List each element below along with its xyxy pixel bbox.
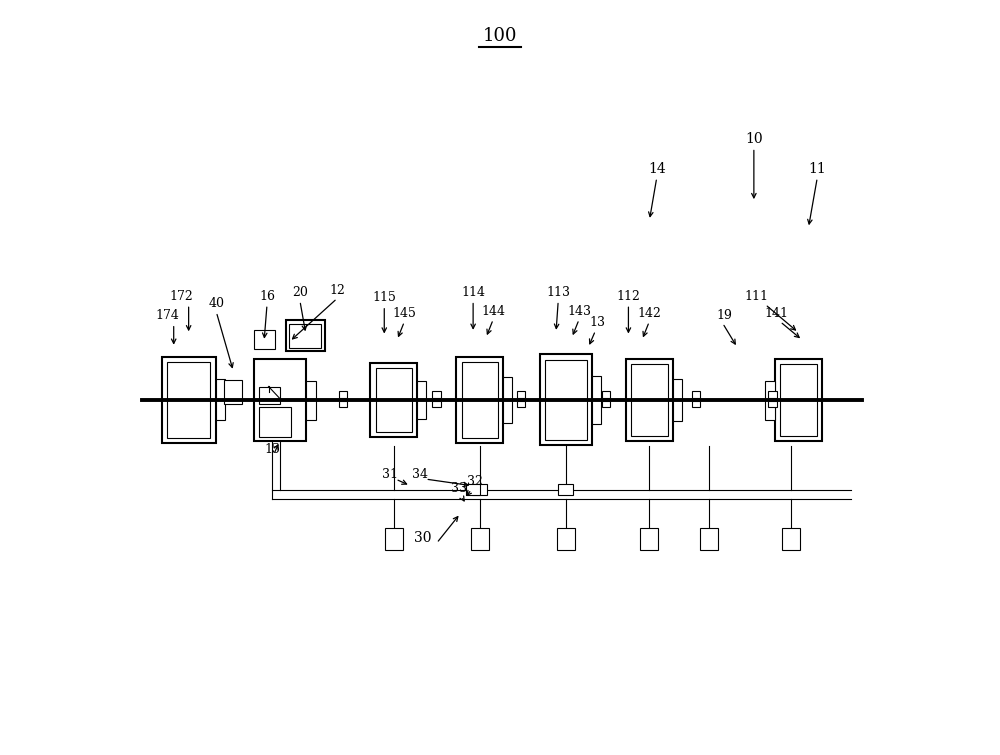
Bar <box>216 379 225 421</box>
Bar <box>517 401 525 408</box>
Text: 145: 145 <box>392 307 416 320</box>
Bar <box>339 391 347 398</box>
Bar <box>462 362 498 438</box>
Bar <box>417 381 426 418</box>
Text: 141: 141 <box>764 307 788 320</box>
Bar <box>640 528 658 550</box>
Bar <box>592 376 601 424</box>
Text: 34: 34 <box>412 467 428 480</box>
Bar <box>692 391 700 398</box>
Bar <box>289 324 321 348</box>
Text: 19: 19 <box>716 309 732 322</box>
Text: 174: 174 <box>155 310 179 322</box>
Bar <box>631 364 668 436</box>
Bar <box>602 391 610 398</box>
Text: 12: 12 <box>329 284 345 297</box>
Bar <box>432 401 441 408</box>
Bar <box>768 401 777 408</box>
Text: 15: 15 <box>264 443 280 456</box>
Bar <box>626 359 673 441</box>
Text: 31: 31 <box>382 467 398 480</box>
Bar <box>254 331 275 349</box>
Text: 30: 30 <box>414 532 432 546</box>
Text: 114: 114 <box>461 286 485 299</box>
Text: 113: 113 <box>546 286 570 299</box>
Bar <box>306 381 316 420</box>
Bar <box>517 391 525 398</box>
Bar <box>782 528 800 550</box>
Bar <box>224 380 242 404</box>
Bar <box>432 391 441 398</box>
Bar <box>385 528 403 550</box>
Bar <box>540 354 592 445</box>
Bar <box>557 528 575 550</box>
Bar <box>259 408 291 437</box>
Bar <box>472 483 487 495</box>
Text: 14: 14 <box>648 162 666 176</box>
Bar <box>286 320 325 351</box>
Text: 100: 100 <box>483 27 517 45</box>
Text: 20: 20 <box>292 286 308 299</box>
Bar <box>768 391 777 398</box>
Bar <box>162 357 216 443</box>
Bar <box>602 401 610 408</box>
Text: 111: 111 <box>744 290 768 303</box>
Text: 32: 32 <box>467 475 483 488</box>
Text: 11: 11 <box>808 162 826 176</box>
Text: 142: 142 <box>637 307 661 320</box>
Bar <box>692 401 700 408</box>
Bar <box>503 377 512 423</box>
Bar <box>780 364 817 436</box>
Bar <box>376 368 412 432</box>
Bar <box>545 359 587 440</box>
Text: 144: 144 <box>481 305 505 318</box>
Text: 10: 10 <box>745 132 763 146</box>
Text: 143: 143 <box>567 305 591 318</box>
Text: 112: 112 <box>616 290 640 303</box>
Text: 13: 13 <box>589 316 605 329</box>
Text: 33: 33 <box>451 482 467 495</box>
Bar <box>339 401 347 408</box>
Bar <box>558 483 573 495</box>
Bar <box>466 484 480 495</box>
Text: 40: 40 <box>208 297 224 310</box>
Text: 115: 115 <box>372 291 396 304</box>
Text: 172: 172 <box>169 290 193 303</box>
Bar <box>673 378 682 421</box>
Bar <box>765 381 775 420</box>
Bar <box>471 528 489 550</box>
Bar <box>775 359 822 441</box>
Text: 16: 16 <box>259 290 275 303</box>
Bar <box>370 362 417 437</box>
Bar <box>254 359 306 441</box>
Bar <box>700 528 718 550</box>
Bar <box>167 362 210 438</box>
Bar <box>456 357 503 443</box>
Bar <box>259 387 280 404</box>
